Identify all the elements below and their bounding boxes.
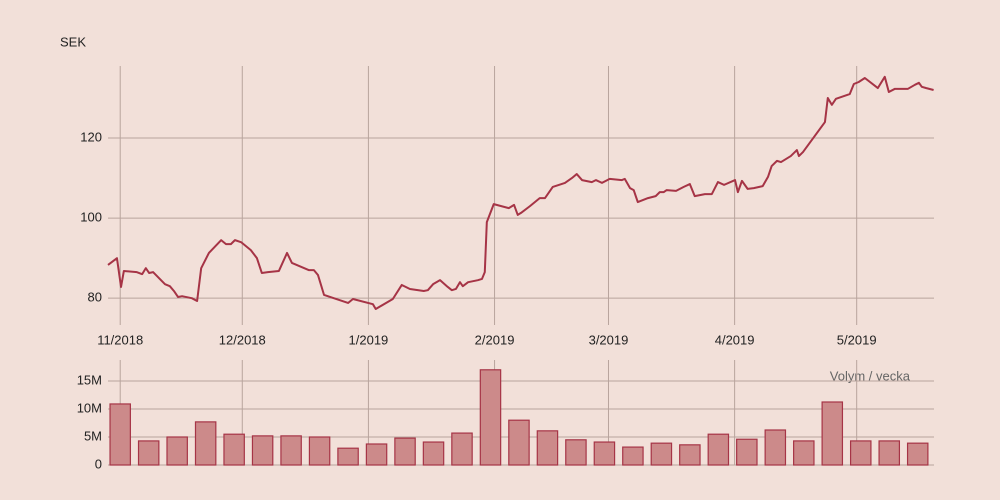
volume-bar xyxy=(109,403,131,466)
volume-bar xyxy=(650,442,673,466)
x-tick-label: 3/2019 xyxy=(589,332,629,347)
volume-bar xyxy=(536,430,559,466)
volume-bar xyxy=(906,442,929,466)
y-tick-label: 120 xyxy=(80,129,102,144)
volume-bar xyxy=(508,419,530,466)
volume-bar xyxy=(280,435,302,466)
x-tick-label: 11/2018 xyxy=(97,332,143,347)
y-tick-label: 100 xyxy=(80,210,102,225)
volume-bar xyxy=(622,446,644,466)
volume-bar xyxy=(679,444,701,466)
y-tick-label: 0 xyxy=(95,456,102,471)
volume-bar xyxy=(422,441,445,466)
volume-bar xyxy=(565,439,587,466)
volume-bar xyxy=(479,369,502,466)
price-line xyxy=(107,75,934,310)
volume-bar xyxy=(736,438,758,466)
volume-bar xyxy=(337,447,359,466)
x-tick-label: 1/2019 xyxy=(349,332,389,347)
volume-bar xyxy=(793,440,815,466)
y-tick-label: 5M xyxy=(84,428,102,443)
volume-bar xyxy=(365,443,388,466)
y-tick-label: 10M xyxy=(77,400,102,415)
volume-bar xyxy=(764,429,787,466)
volume-bar xyxy=(223,433,245,466)
volume-bar xyxy=(137,440,160,466)
y-tick-label: 80 xyxy=(88,290,102,305)
volume-bar xyxy=(849,440,872,466)
volume-bar xyxy=(707,433,730,466)
volume-bar xyxy=(451,432,473,466)
x-tick-label: 5/2019 xyxy=(837,332,877,347)
chart-title: SEK xyxy=(60,34,86,49)
volume-bar xyxy=(593,441,616,466)
y-tick-label: 15M xyxy=(77,372,102,387)
x-tick-label: 4/2019 xyxy=(715,332,755,347)
x-tick-label: 12/2018 xyxy=(219,332,266,347)
volume-bar xyxy=(878,440,901,466)
volume-bar xyxy=(194,421,217,466)
volume-bar xyxy=(394,437,416,466)
volume-bar xyxy=(166,436,188,466)
x-tick-label: 2/2019 xyxy=(475,332,515,347)
volume-bar xyxy=(251,435,274,466)
volume-bar xyxy=(821,401,844,466)
volume-bar xyxy=(308,436,331,466)
annotation: Volym / vecka xyxy=(830,368,911,383)
